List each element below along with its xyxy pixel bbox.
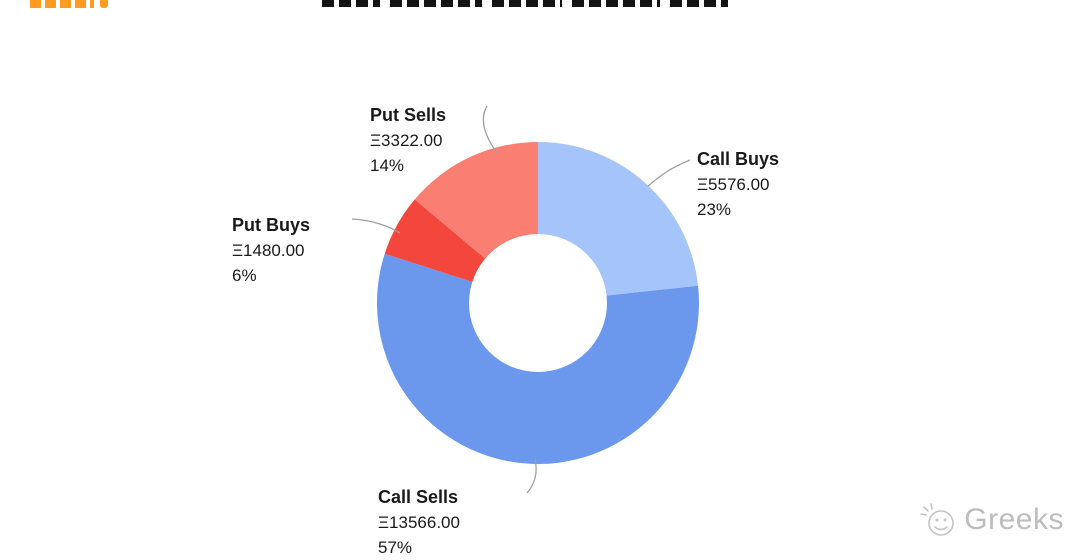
cutoff-title-fragment: [670, 0, 728, 7]
wechat-emoji-icon: [920, 503, 955, 536]
segment-label: Put Buys: [232, 215, 311, 235]
callout-put-sells: Put Sells Ξ3322.00 14%: [370, 103, 446, 178]
cutoff-title-fragment: [492, 0, 562, 7]
segment-percent: 57%: [378, 538, 413, 557]
segment-value: Ξ5576.00: [697, 175, 770, 194]
greeks-watermark: Greeks: [918, 501, 1064, 539]
callout-call-sells: Call Sells Ξ13566.00 57%: [378, 485, 460, 560]
callout-call-buys: Call Buys Ξ5576.00 23%: [697, 147, 779, 222]
segment-label: Put Sells: [370, 105, 447, 125]
cutoff-title-fragment: [322, 0, 380, 7]
segment-value: Ξ3322.00: [370, 131, 443, 150]
segment-value: Ξ13566.00: [378, 513, 460, 532]
donut-hole: [469, 234, 607, 372]
segment-percent: 6%: [232, 266, 257, 285]
cutoff-logo: [30, 0, 108, 8]
cutoff-title-fragment: [572, 0, 660, 7]
cutoff-title-fragment: [390, 0, 482, 7]
donut-chart: [351, 105, 699, 494]
callout-put-buys: Put Buys Ξ1480.00 6%: [232, 213, 310, 288]
segment-label: Call Buys: [697, 149, 780, 169]
leader-line-call-buys: [647, 159, 691, 187]
cutoff-logo-fragment: [30, 0, 94, 8]
watermark-label: Greeks: [964, 503, 1064, 536]
leader-line-call-sells: [526, 458, 537, 494]
segment-percent: 23%: [697, 200, 732, 219]
leader-lines: [351, 105, 691, 494]
segment-label: Call Sells: [378, 487, 459, 507]
leader-line-put-sells: [482, 105, 498, 154]
segment-value: Ξ1480.00: [232, 241, 305, 260]
cutoff-logo-dot: [100, 0, 108, 8]
leader-line-put-buys: [351, 218, 401, 234]
cutoff-title: [322, 0, 728, 7]
segment-percent: 14%: [370, 156, 405, 175]
